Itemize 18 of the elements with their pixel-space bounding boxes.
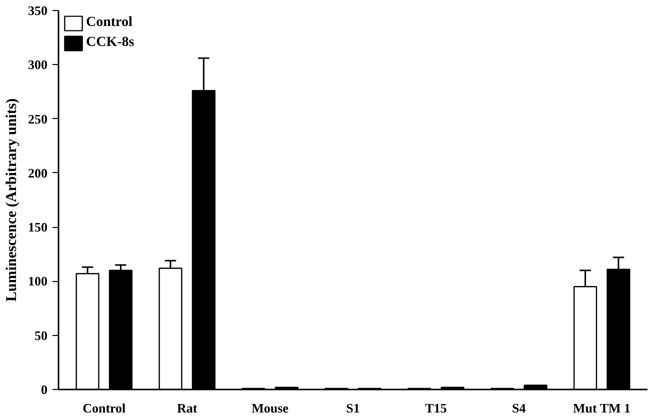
legend-label: CCK-8s — [86, 35, 134, 51]
x-tick-label: Rat — [176, 400, 198, 416]
y-axis-title: Luminescence (Arbitrary units) — [4, 98, 20, 302]
y-tick-label: 250 — [28, 111, 48, 126]
y-tick-label: 350 — [28, 3, 48, 18]
y-tick-label: 300 — [28, 57, 48, 72]
x-tick-label: Mouse — [252, 400, 289, 416]
y-tick-label: 0 — [41, 382, 48, 397]
x-tick-label: S1 — [346, 400, 360, 416]
y-tick-label: 150 — [28, 220, 48, 235]
y-tick-label: 100 — [28, 274, 48, 289]
x-tick-label: T15 — [425, 400, 448, 416]
y-tick-label: 200 — [28, 165, 48, 180]
x-tick-label: Mut TM 1 — [572, 400, 631, 416]
legend-label: Control — [86, 15, 132, 31]
x-tick-label: S4 — [512, 400, 526, 416]
y-tick-label: 50 — [34, 328, 48, 343]
x-tick-label: Control — [82, 400, 126, 416]
